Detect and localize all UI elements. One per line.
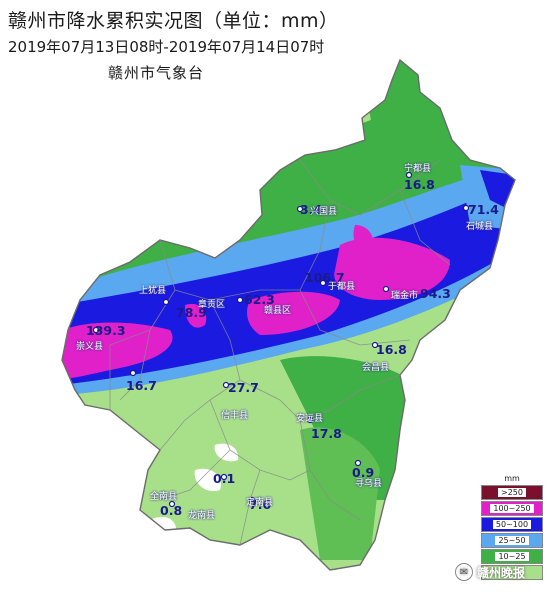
county-label-xunwu: 寻乌县 [355, 479, 383, 489]
legend-label: 25~50 [495, 536, 529, 545]
station-value-ruijin: 94.3 [420, 286, 451, 301]
county-label-yudu: 于都县 [328, 282, 356, 292]
station-value-nankang: 78.9 [176, 305, 207, 320]
issuer-label: 赣州市气象台 [108, 64, 205, 82]
station-markers [92, 171, 470, 508]
legend-item-100-250: 100~250 [481, 501, 543, 516]
county-label-ganxian: 赣县区 [264, 306, 292, 316]
legend-label: 100~250 [490, 504, 534, 513]
watermark: ✉ 赣州晚报 [455, 563, 525, 581]
county-label-dingnan: 定南县 [246, 498, 274, 508]
station-value-ganxian: 62.3 [244, 292, 275, 307]
station-value-ningdu: 16.8 [404, 177, 435, 192]
county-label-anyuan: 安远县 [296, 414, 324, 424]
map-title: 赣州市降水累积实况图（单位：mm） [8, 10, 339, 32]
map-subtitle: 2019年07月13日08时-2019年07月14日07时 [8, 38, 325, 56]
legend-label: 10~25 [495, 552, 529, 561]
county-label-xingguo: 兴国县 [310, 207, 338, 217]
station-value-quannan: 0.8 [160, 503, 183, 518]
station-value-xingguo: 3.4 [300, 202, 323, 217]
legend-item-over-250: >250 [481, 485, 543, 500]
station-value-dayu: 16.7 [126, 378, 157, 393]
county-label-ningdu: 宁都县 [404, 164, 432, 174]
county-label-quannan: 全南县 [150, 492, 178, 502]
station-value-shicheng: 71.4 [468, 202, 499, 217]
county-label-shangyou: 上犹县 [139, 286, 167, 296]
legend-item-10-25: 10~25 [481, 549, 543, 564]
county-label-ruijin: 瑞金市 [391, 291, 419, 301]
county-label-huichang: 会昌县 [362, 363, 390, 373]
county-label-chongyi: 崇义县 [76, 342, 104, 352]
county-label-longnan: 龙南县 [188, 511, 216, 521]
station-value-anyuan: 17.8 [311, 426, 342, 441]
county-label-xinfeng: 信丰县 [221, 411, 249, 421]
legend-label: >250 [498, 488, 526, 497]
station-value-longnan-north: 0.1 [213, 471, 236, 486]
county-label-shicheng: 石城县 [466, 222, 494, 232]
county-label-zhanggong: 章贡区 [198, 300, 226, 310]
legend-item-25-50: 25~50 [481, 533, 543, 548]
station-value-huichang: 16.8 [376, 342, 407, 357]
station-value-chongyi: 139.3 [86, 323, 126, 338]
legend-item-50-100: 50~100 [481, 517, 543, 532]
watermark-text: 赣州晚报 [477, 565, 526, 580]
wechat-icon: ✉ [455, 563, 473, 581]
station-value-yudu-north: 106.7 [305, 270, 345, 285]
legend: mm >250 100~250 50~100 25~50 10~25 [481, 474, 543, 581]
legend-label: 50~100 [492, 520, 532, 529]
legend-unit: mm [504, 474, 520, 483]
station-value-dingnan: 7.6 [249, 497, 272, 512]
station-value-xinfeng: 27.7 [228, 380, 259, 395]
legend-item-under-10 [481, 565, 543, 580]
station-value-xunwu: 0.9 [352, 465, 375, 480]
